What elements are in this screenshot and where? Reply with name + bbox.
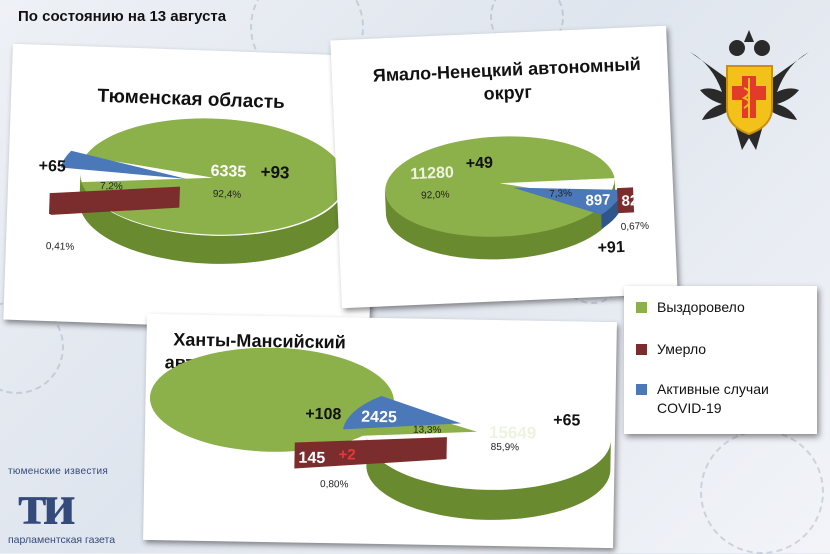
legend-swatch xyxy=(636,344,647,355)
pie-chart: 6335 +93 92,4% 492 +65 7,2% 28 0,41% xyxy=(34,118,347,264)
emblem-icon xyxy=(690,30,809,150)
data-label-active-delta: +108 xyxy=(305,406,341,424)
pie-slice-died xyxy=(48,186,181,216)
data-label-recovered-percent: 92,4% xyxy=(213,189,242,201)
data-label-recovered-value: 6335 xyxy=(210,163,246,181)
data-label-died-value: 145 xyxy=(298,450,325,467)
data-label-died-percent: 0,41% xyxy=(46,241,75,253)
legend-swatch xyxy=(636,302,647,313)
brand-top-text: тюменские известия xyxy=(8,466,109,477)
data-label-active-delta: +91 xyxy=(597,239,625,257)
pie-slice-died xyxy=(294,437,447,469)
data-label-recovered-value: 15649 xyxy=(489,423,537,443)
brand-mark: ти xyxy=(18,472,76,537)
virus-decoration xyxy=(700,430,824,554)
data-label-recovered-delta: +65 xyxy=(553,412,581,429)
chart-legend: Выздоровело Умерло Активные случаи COVID… xyxy=(624,286,817,434)
brand-bottom-text: парламентская газета xyxy=(8,534,116,546)
pie-chart: 15649 +65 85,9% 2425 +108 13,3% 145 +2 0… xyxy=(149,347,611,520)
data-label-recovered-value: 11280 xyxy=(410,164,454,183)
legend-item-died: Умерло xyxy=(636,340,706,359)
pie-slice-active-side xyxy=(601,189,623,229)
pie-slice-active xyxy=(60,150,187,179)
legend-swatch xyxy=(636,384,647,395)
data-label-died-delta: +2 xyxy=(338,446,355,463)
pie-slice-active xyxy=(512,187,623,215)
brand-logo: тюменские известия ти парламентская газе… xyxy=(8,466,138,548)
data-label-died-value: 82 xyxy=(621,192,638,210)
legend-label: Выздоровело xyxy=(657,299,745,315)
chart-card-yamal: Ямало-Ненецкий автономный округ 11280 +4… xyxy=(330,25,678,309)
chart-card-tyumen: Тюменская область 6335 +93 92,4% 492 +65… xyxy=(3,43,379,333)
pie-slice-recovered-side xyxy=(79,173,347,264)
pie-slice-active xyxy=(343,396,462,430)
data-label-active-value: 2425 xyxy=(361,409,397,427)
data-label-recovered-percent: 92,0% xyxy=(421,189,450,201)
pie-slice-died xyxy=(617,187,635,214)
data-label-active-percent: 7,2% xyxy=(100,181,123,193)
data-label-died-percent: 0,67% xyxy=(621,221,650,233)
pie-slice-recovered-side xyxy=(366,435,611,520)
data-label-active-delta: +65 xyxy=(38,158,66,176)
data-label-recovered-delta: +93 xyxy=(260,162,289,182)
pie-chart: 11280 +49 92,0% 897 7,3% +91 82 0,67% xyxy=(384,136,650,260)
legend-item-recovered: Выздоровело xyxy=(636,298,745,317)
pie-slice-recovered-side xyxy=(384,178,616,260)
data-label-recovered-delta: +49 xyxy=(465,154,493,172)
data-label-recovered-percent: 85,9% xyxy=(491,442,520,453)
data-label-died-percent: 0,80% xyxy=(320,479,349,490)
pie-slice-recovered xyxy=(385,136,615,237)
legend-item-active: Активные случаи COVID-19 xyxy=(636,380,806,418)
date-label: По состоянию на 13 августа xyxy=(18,8,227,25)
data-label-active-value: 897 xyxy=(585,191,611,209)
data-label-active-percent: 7,3% xyxy=(549,188,572,200)
chart-card-khmao: Ханты-Мансийский автономный округ — Югра… xyxy=(143,313,617,549)
data-label-died-value: 28 xyxy=(34,212,52,230)
data-label-active-percent: 13,3% xyxy=(413,425,442,436)
legend-label: Умерло xyxy=(657,341,707,357)
legend-label: Активные случаи COVID-19 xyxy=(657,381,769,416)
data-label-active-value: 492 xyxy=(38,179,64,197)
